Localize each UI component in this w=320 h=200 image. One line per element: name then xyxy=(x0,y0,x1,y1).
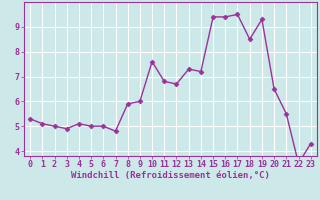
X-axis label: Windchill (Refroidissement éolien,°C): Windchill (Refroidissement éolien,°C) xyxy=(71,171,270,180)
